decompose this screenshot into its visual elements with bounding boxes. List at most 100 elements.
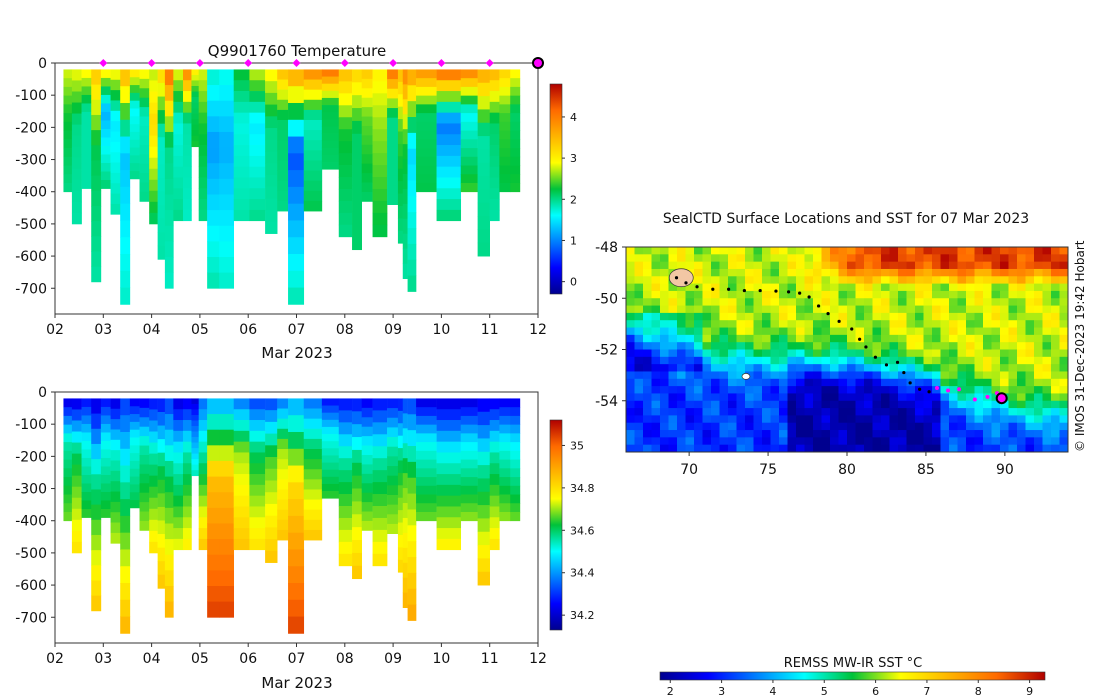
salinity-cell [416,415,437,426]
salinity-cell [321,434,340,442]
sst-cell [838,261,848,270]
sst-cell [728,422,738,431]
sst-cell [736,247,746,255]
temperature-cell [277,99,289,111]
salinity-cell [91,504,102,521]
salinity-x-tick-label: 12 [529,651,547,667]
sst-cell [957,349,967,358]
temperature-colorbar-tick-label: 3 [570,152,577,165]
salinity-profile [100,398,111,518]
sst-cell [651,430,661,438]
sst-cell [864,364,874,373]
temperature-cell [91,175,102,192]
temperature-cell [219,210,235,227]
temperature-cell [233,199,250,211]
salinity-cell [157,411,166,426]
salinity-cell [81,415,92,425]
sst-cell [770,247,780,255]
sst-cell [796,437,806,446]
salinity-cell [233,506,250,518]
sst-cell [847,349,857,358]
sst-cell [813,422,823,431]
temperature-cell [207,147,220,164]
temperature-cell [219,85,235,102]
temperature-cell [477,82,490,97]
sst-cell [898,408,908,416]
sst-cell [787,254,797,263]
sst-cell [906,444,916,452]
salinity-cell [164,554,174,571]
temperature-x-tick-label: 11 [481,322,499,338]
temperature-cell [191,80,199,87]
sst-cell [719,393,729,402]
temperature-cell [436,112,462,124]
sst-cell [966,430,976,438]
salinity-cell [372,458,388,471]
sst-cell [796,444,806,452]
sst-cell [651,283,661,292]
salinity-cell [436,441,462,453]
temperature-cell [387,117,399,128]
temperature-cell [110,162,121,174]
salinity-cell [510,494,521,504]
salinity-cell [499,407,511,417]
sst-cell [847,437,857,446]
sst-cell [1034,400,1044,409]
temperature-profile [139,69,150,202]
temperature-cell [265,104,278,117]
sst-cell [668,444,678,452]
temperature-cell [207,272,220,289]
salinity-cell [510,468,521,478]
sst-cell [821,305,831,314]
salinity-cell [182,495,192,507]
track-point [798,291,802,295]
temperature-cell [407,164,417,181]
salinity-cell [129,492,140,501]
temperature-cell [277,89,289,101]
sst-cell [949,342,959,351]
sst-cell [711,364,721,373]
salinity-cell [460,415,478,426]
sst-cell [634,364,644,373]
sst-cell [855,364,865,373]
salinity-cell [288,599,305,617]
sst-cell [711,378,721,387]
sst-cell [677,254,687,263]
salinity-cell [157,466,166,481]
temperature-cell [407,69,417,86]
sst-cell [643,261,653,270]
temperature-cell [387,156,399,167]
sst-cell [804,393,814,402]
temperature-cell [416,182,437,193]
sst-cell [651,268,661,277]
sst-cell [855,283,865,292]
sst-cell [923,437,933,446]
salinity-cell [191,470,199,477]
temperature-cell [407,180,417,197]
temperature-cell [402,129,408,145]
temperature-cell [489,145,500,157]
sst-cell [932,437,942,446]
sst-cell [1059,444,1068,452]
sst-cell [1042,334,1052,343]
sst-cell [660,268,670,277]
sst-cell [1051,356,1061,365]
sst-cell [753,283,763,292]
salinity-cell [402,592,408,609]
temperature-cell [489,112,500,124]
temperature-cell [372,177,388,190]
sst-cell [966,422,976,431]
salinity-cell [407,477,417,494]
sst-cell [889,312,899,321]
map-x-tick-label: 85 [917,462,935,478]
sst-cell [855,437,865,446]
sst-cell [940,276,950,285]
sst-cell [762,254,772,263]
sst-cell [915,430,925,438]
sst-cell [677,422,687,431]
salinity-cell [164,539,174,556]
salinity-cell [149,519,158,532]
salinity-cell [81,491,92,501]
salinity-cell [338,422,353,435]
temperature-cell [277,120,289,131]
